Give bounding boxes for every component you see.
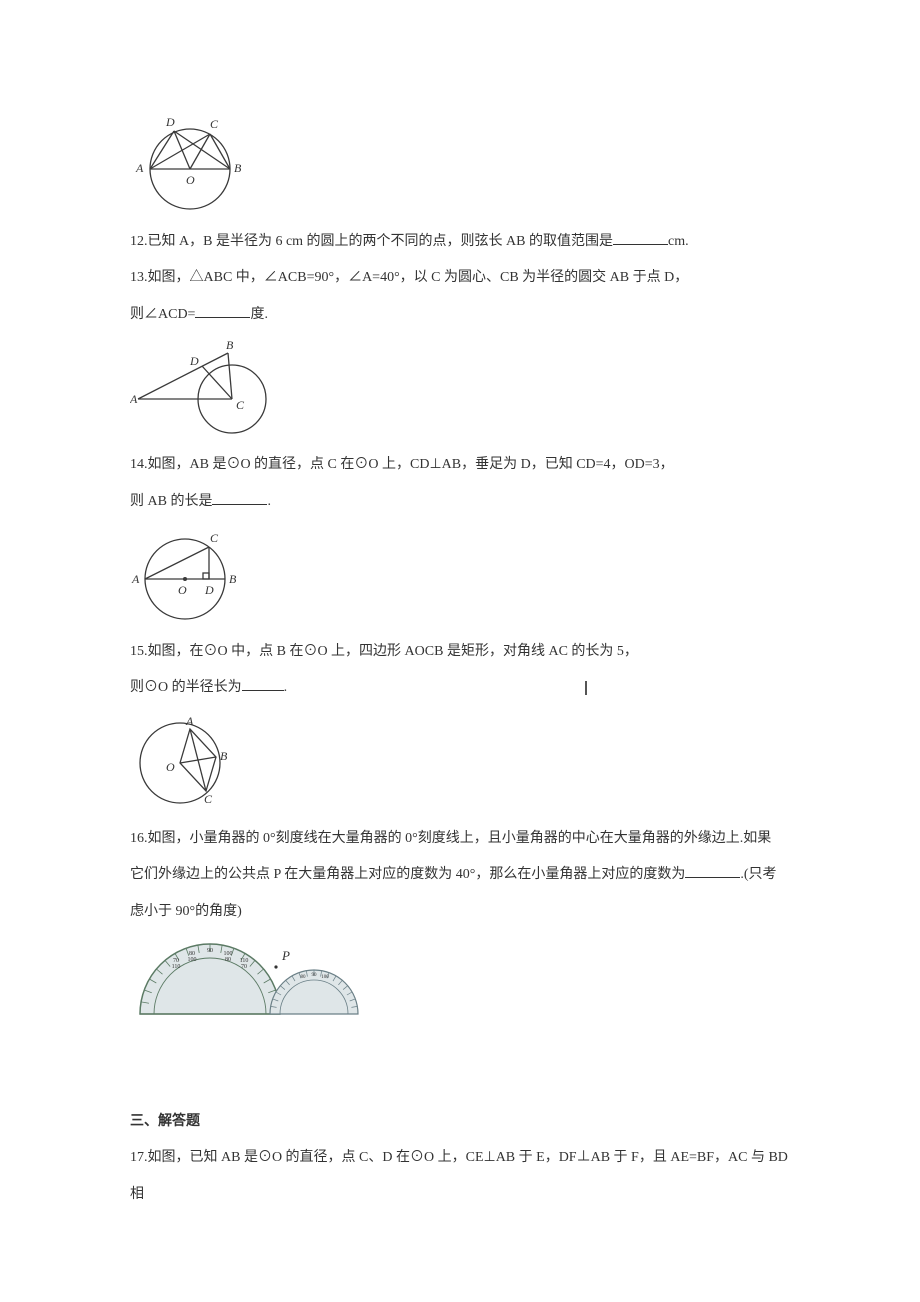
q14-blank xyxy=(212,490,267,505)
q11-label-o: O xyxy=(186,173,195,187)
text-cursor xyxy=(585,681,587,695)
q14-label-d: D xyxy=(204,583,214,597)
q14-label-a: A xyxy=(131,572,140,586)
q13-label-a: A xyxy=(130,392,138,406)
q11-label-a: A xyxy=(135,161,144,175)
q14-text2a: 则 AB 的长是 xyxy=(130,494,212,509)
q13-line1: 13.如图，△ABC 中，∠ACB=90°，∠A=40°，以 C 为圆心、CB … xyxy=(130,260,790,296)
q11-label-d: D xyxy=(165,115,175,129)
q12-text-suffix: cm. xyxy=(668,234,689,249)
q13-label-c: C xyxy=(236,398,245,412)
q14-text2b: . xyxy=(267,494,271,509)
q14-line1: 14.如图，AB 是⊙O 的直径，点 C 在⊙O 上，CD⊥AB，垂足为 D，已… xyxy=(130,447,790,483)
q11-figure: A B C D O xyxy=(130,114,790,214)
q16-text2a: 它们外缘边上的公共点 P 在大量角器上对应的度数为 40°，那么在小量角器上对应… xyxy=(130,867,685,882)
q11-label-b: B xyxy=(234,161,242,175)
q16-label-p: P xyxy=(281,948,290,963)
q15-label-a: A xyxy=(185,714,194,728)
q14-figure: A B C D O xyxy=(130,524,790,624)
svg-text:100: 100 xyxy=(188,957,197,963)
q15-line1: 15.如图，在⊙O 中，点 B 在⊙O 上，四边形 AOCB 是矩形，对角线 A… xyxy=(130,634,790,670)
svg-text:100: 100 xyxy=(321,975,329,980)
q17-text1: 17.如图，已知 AB 是⊙O 的直径，点 C、D 在⊙O 上，CE⊥AB 于 … xyxy=(130,1150,788,1201)
q15-blank xyxy=(242,676,284,691)
q13-line2: 则∠ACD= 度. xyxy=(130,297,790,333)
q15-label-o: O xyxy=(166,760,175,774)
q13-figure: A B C D xyxy=(130,337,790,437)
q13-blank xyxy=(195,303,250,318)
q14-label-o: O xyxy=(178,583,187,597)
q14-text1: 14.如图，AB 是⊙O 的直径，点 C 在⊙O 上，CD⊥AB，垂足为 D，已… xyxy=(130,457,674,472)
q13-text1: 13.如图，△ABC 中，∠ACB=90°，∠A=40°，以 C 为圆心、CB … xyxy=(130,270,688,285)
section3-title-text: 三、解答题 xyxy=(130,1114,200,1129)
q15-text2a: 则⊙O 的半径长为 xyxy=(130,680,242,695)
q15-line2: 则⊙O 的半径长为. xyxy=(130,670,790,706)
q16-blank xyxy=(685,863,740,878)
svg-text:80: 80 xyxy=(301,975,307,980)
q16-line3: 虑小于 90°的角度) xyxy=(130,894,790,930)
svg-text:110: 110 xyxy=(172,964,181,970)
svg-text:90: 90 xyxy=(207,948,213,954)
q16-figure: 90 80100 10080 70110 11070 90 80 100 xyxy=(130,934,790,1024)
q16-text2b: .(只考 xyxy=(740,867,776,882)
q12-blank xyxy=(613,230,668,245)
svg-text:90: 90 xyxy=(312,973,318,978)
q13-text2a: 则∠ACD= xyxy=(130,307,195,322)
q15-text2b: . xyxy=(284,680,288,695)
svg-text:80: 80 xyxy=(225,957,231,963)
q16-text1: 16.如图，小量角器的 0°刻度线在大量角器的 0°刻度线上，且小量角器的中心在… xyxy=(130,831,771,846)
q13-text2b: 度. xyxy=(250,307,268,322)
q14-label-b: B xyxy=(229,572,237,586)
q12: 12.已知 A，B 是半径为 6 cm 的圆上的两个不同的点，则弦长 AB 的取… xyxy=(130,224,790,260)
q16-line1: 16.如图，小量角器的 0°刻度线在大量角器的 0°刻度线上，且小量角器的中心在… xyxy=(130,821,790,857)
page: A B C D O 12.已知 A，B 是半径为 6 cm 的圆上的两个不同的点… xyxy=(0,0,920,1253)
q17-line1: 17.如图，已知 AB 是⊙O 的直径，点 C、D 在⊙O 上，CE⊥AB 于 … xyxy=(130,1140,790,1213)
q11-label-c: C xyxy=(210,117,219,131)
q13-label-d: D xyxy=(189,354,199,368)
q14-label-c: C xyxy=(210,531,219,545)
q12-text-prefix: 12.已知 A，B 是半径为 6 cm 的圆上的两个不同的点，则弦长 AB 的取… xyxy=(130,234,613,249)
q15-text1: 15.如图，在⊙O 中，点 B 在⊙O 上，四边形 AOCB 是矩形，对角线 A… xyxy=(130,644,638,659)
q15-figure: A B C O xyxy=(130,711,790,811)
svg-text:70: 70 xyxy=(241,964,247,970)
q16-text3: 虑小于 90°的角度) xyxy=(130,904,242,919)
q15-label-b: B xyxy=(220,749,228,763)
q16-line2: 它们外缘边上的公共点 P 在大量角器上对应的度数为 40°，那么在小量角器上对应… xyxy=(130,857,790,893)
q14-line2: 则 AB 的长是. xyxy=(130,484,790,520)
section3-title: 三、解答题 xyxy=(130,1104,790,1140)
q15-label-c: C xyxy=(204,792,213,806)
q13-label-b: B xyxy=(226,338,234,352)
